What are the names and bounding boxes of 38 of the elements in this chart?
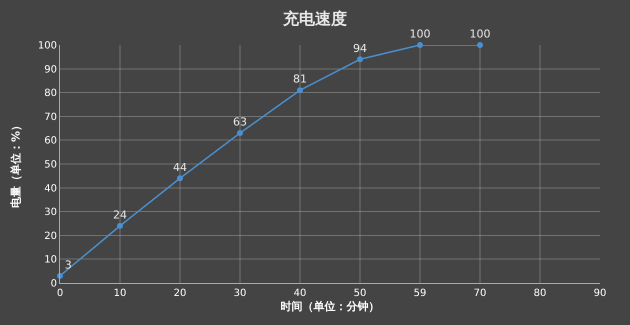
point: [477, 42, 483, 48]
y-tick-label: 60: [44, 136, 57, 147]
data-label: 24: [113, 208, 127, 222]
y-tick-label: 40: [44, 183, 57, 194]
point: [297, 87, 303, 94]
x-tick-label: 40: [294, 288, 306, 299]
y-tick-label: 0: [50, 278, 57, 290]
x-tick-label: 50: [354, 288, 366, 299]
x-tick-label: 20: [174, 288, 186, 299]
x-tick-label: 80: [534, 288, 546, 299]
y-tick-label: 100: [38, 40, 57, 52]
y-tick-label: 50: [44, 160, 57, 170]
chart-title: 充电速度: [282, 9, 347, 28]
y-tick-label: 20: [44, 230, 57, 242]
point: [177, 175, 183, 182]
y-tick-label: 90: [44, 64, 57, 76]
y-axis-title: 电量（单位：%）: [10, 120, 23, 208]
data-label: 63: [233, 116, 247, 129]
point: [417, 42, 423, 48]
x-tick-label: 90: [594, 288, 606, 299]
y-tick-label: 10: [44, 254, 57, 266]
y-tick-label: 30: [44, 207, 57, 218]
x-tick-label: 10: [114, 288, 126, 299]
point: [357, 56, 363, 62]
data-label: 100: [410, 28, 430, 40]
x-tick-label: 30: [234, 288, 246, 299]
x-tick-label: 70: [474, 288, 486, 299]
data-label: 100: [470, 28, 490, 40]
data-label: 81: [293, 72, 307, 86]
data-label: 44: [173, 160, 187, 174]
point: [237, 130, 243, 136]
y-tick-label: 80: [44, 88, 57, 100]
x-tick-label: 59: [414, 288, 426, 299]
data-label: 94: [353, 42, 367, 55]
point: [117, 222, 123, 229]
x-axis-title: 时间（单位：分钟）: [280, 300, 380, 314]
data-label: 3: [64, 258, 72, 272]
y-tick-label: 70: [44, 112, 57, 123]
